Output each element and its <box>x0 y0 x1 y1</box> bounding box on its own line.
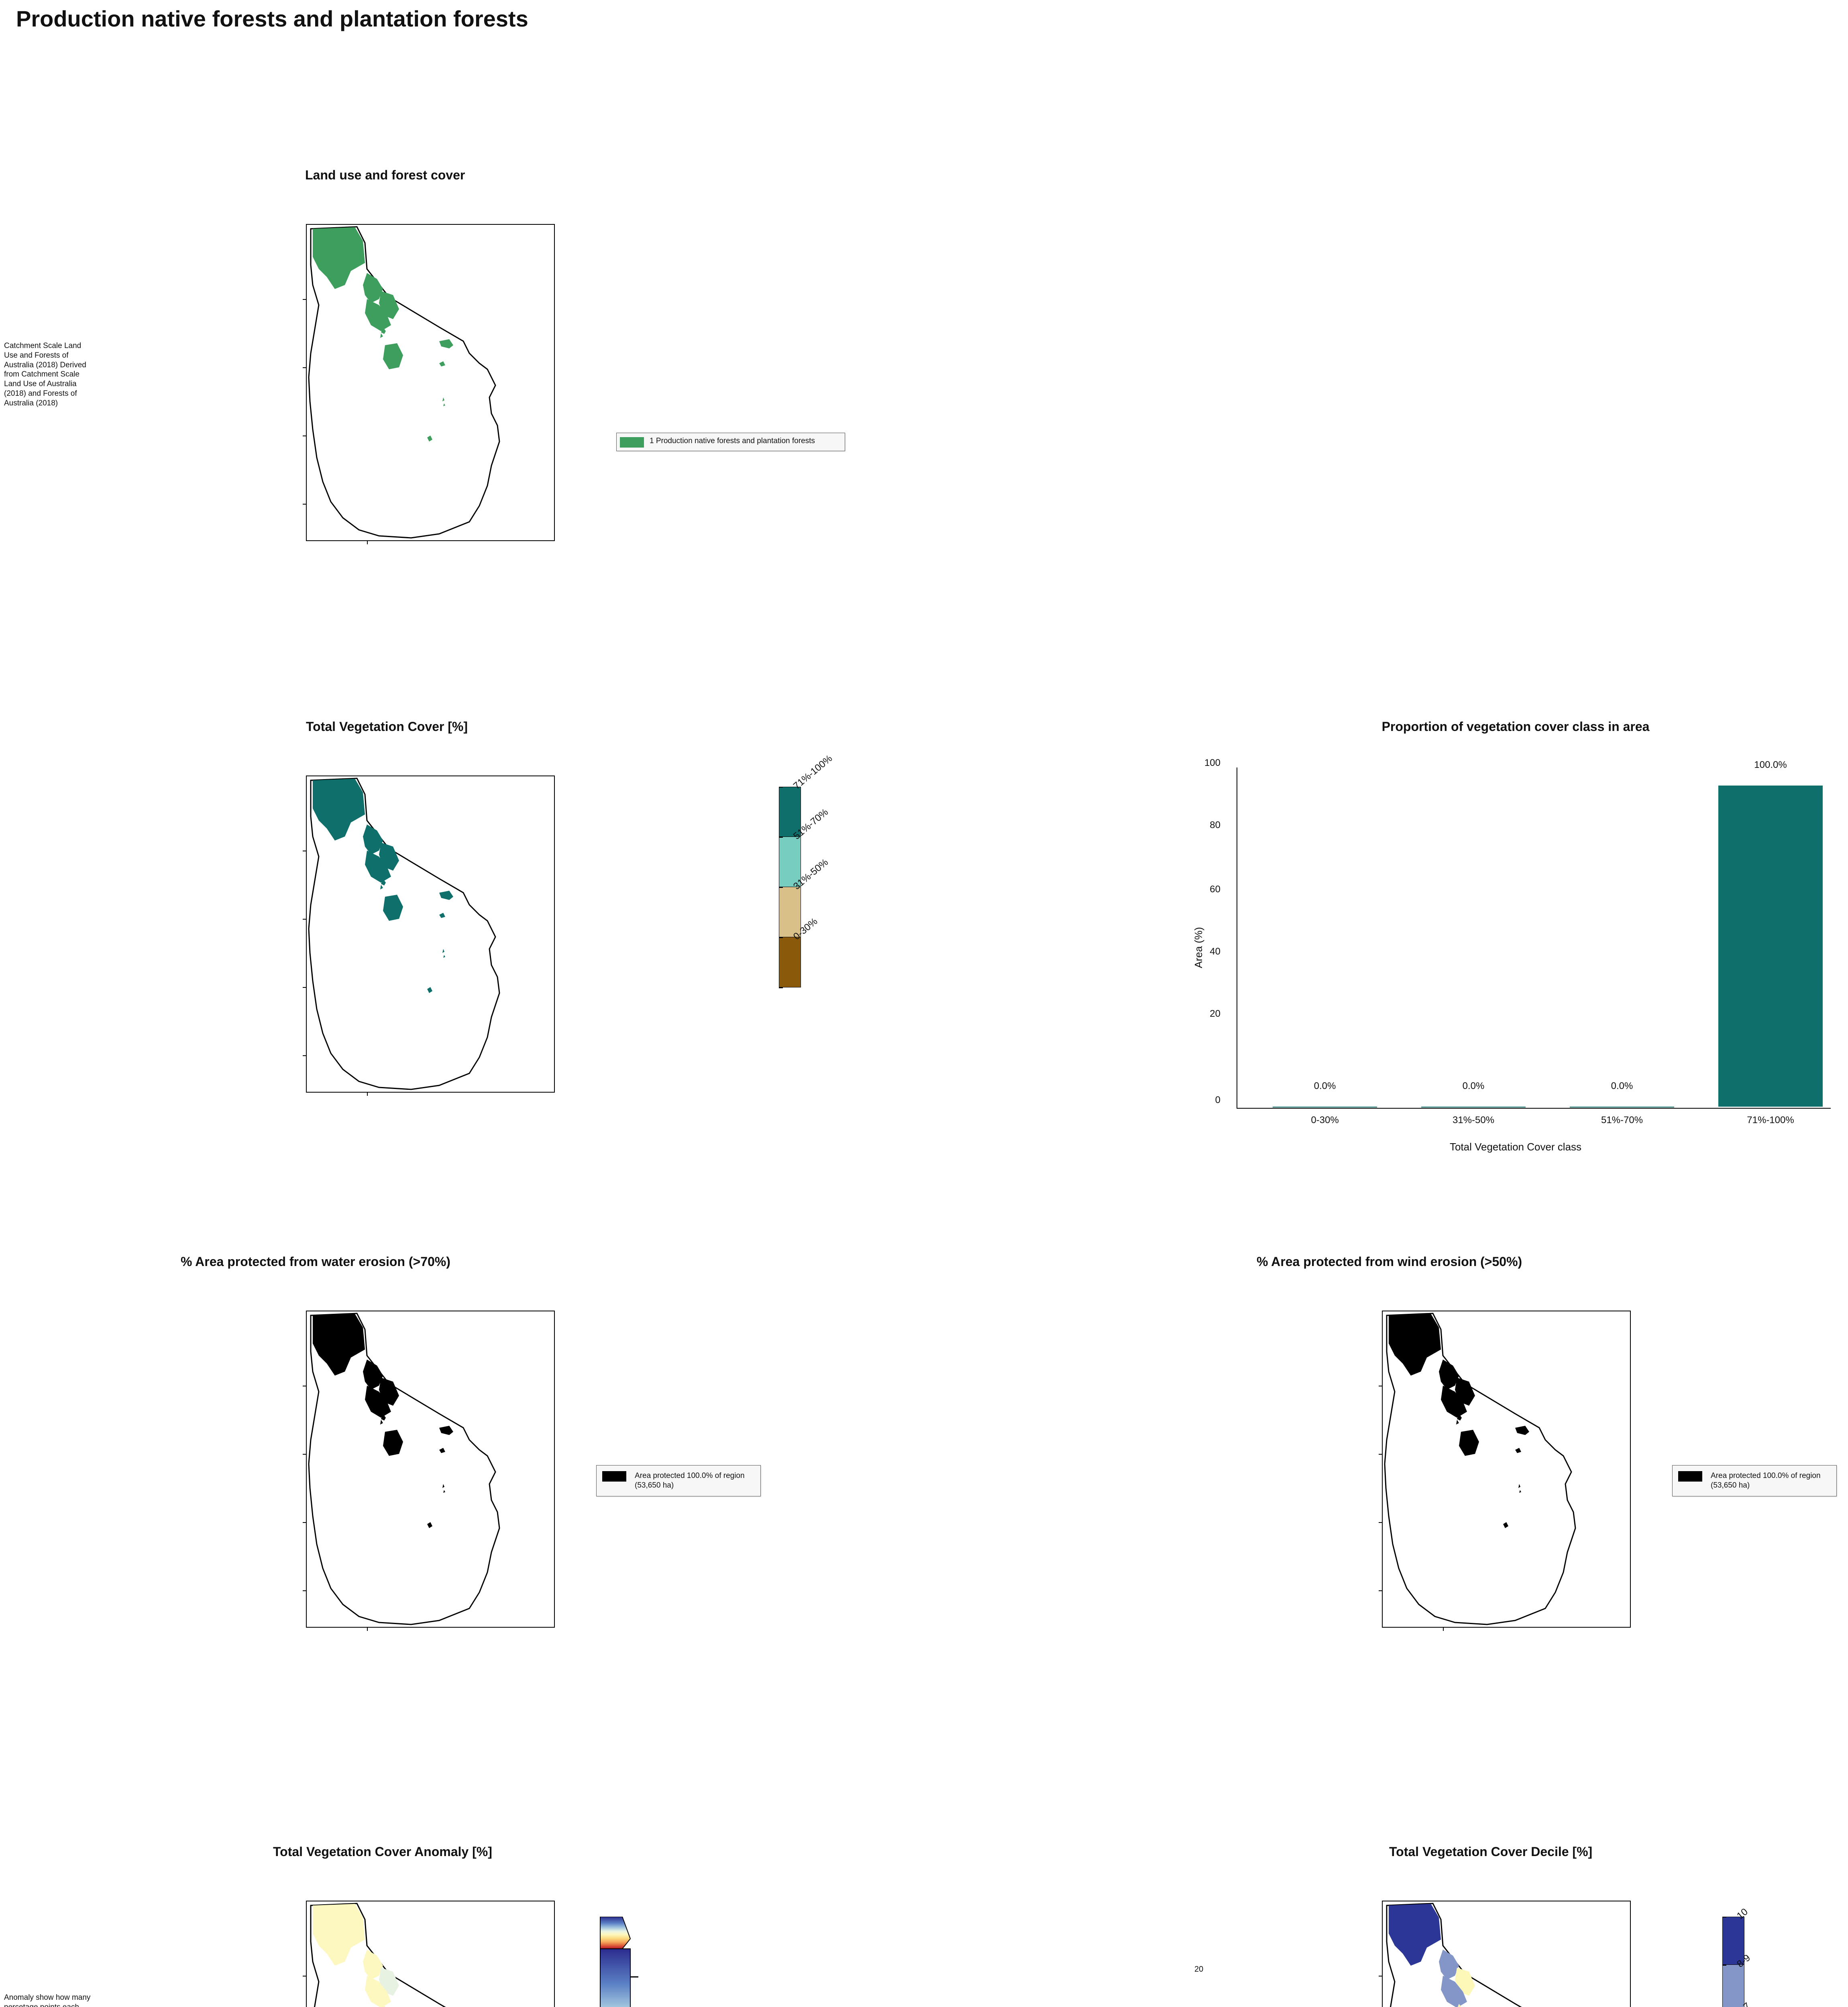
map-tick <box>303 504 307 505</box>
map-tick <box>1379 1454 1383 1455</box>
map-tick <box>367 1092 368 1096</box>
bar-0-30-label: 0.0% <box>1261 1081 1389 1092</box>
ytick-0: 0 <box>1192 1095 1220 1106</box>
land-use-title: Land use and forest cover <box>305 168 465 183</box>
ytick-60: 60 <box>1192 884 1220 895</box>
veg-anomaly-map[interactable] <box>306 1901 555 2007</box>
proportion-chart-xlabel: Total Vegetation Cover class <box>1184 1141 1847 1153</box>
water-erosion-legend-text: Area protected 100.0% of region (53,650 … <box>635 1472 745 1490</box>
wind-erosion-title: % Area protected from wind erosion (>50%… <box>1257 1254 1848 1269</box>
map-tick <box>1443 1627 1444 1631</box>
bar-71-100-cat: 71%-100% <box>1706 1115 1835 1126</box>
ytick-40: 40 <box>1192 946 1220 957</box>
proportion-chart-title: Proportion of vegetation cover class in … <box>1184 719 1847 734</box>
land-use-legend-swatch <box>620 437 644 448</box>
veg-cover-colorbar[interactable]: 71%-100% 51%-70% 31%-50% 0-30% <box>779 787 801 987</box>
map-tick <box>303 1590 307 1591</box>
veg-decile-map[interactable] <box>1382 1901 1631 2007</box>
map-tick <box>367 540 368 544</box>
water-erosion-map[interactable] <box>306 1311 555 1628</box>
veg-cover-title: Total Vegetation Cover [%] <box>306 719 468 734</box>
bar-71-100-label: 100.0% <box>1706 759 1835 771</box>
ytick-100: 100 <box>1192 757 1220 769</box>
page-title: Production native forests and plantation… <box>16 6 528 32</box>
map-tick <box>303 987 307 988</box>
veg-decile-colorbar[interactable]: 10 8-9 4-7 2-3 1 <box>1722 1917 1744 2007</box>
bar-31-50-label: 0.0% <box>1409 1081 1538 1092</box>
land-use-legend[interactable]: 1 Production native forests and plantati… <box>616 433 845 451</box>
veg-anomaly-colorbar[interactable]: 20 10 0 <box>592 1917 640 2007</box>
ytick-80: 80 <box>1192 820 1220 831</box>
bar-0-30-cat: 0-30% <box>1261 1115 1389 1126</box>
land-use-legend-label: 1 Production native forests and plantati… <box>650 436 815 446</box>
map-tick <box>303 1522 307 1523</box>
land-use-map[interactable] <box>306 224 555 541</box>
veg-cover-legend-label-0: 71%-100% <box>791 753 835 792</box>
bar-51-70-cat: 51%-70% <box>1558 1115 1686 1126</box>
water-erosion-title: % Area protected from water erosion (>70… <box>181 1254 783 1269</box>
map-tick <box>1379 1522 1383 1523</box>
veg-anomaly-caption: Anomaly show how many percetage points e… <box>4 1993 96 2007</box>
anomaly-tick-20: 20 <box>1194 1965 1203 1974</box>
map-tick <box>303 367 307 368</box>
map-tick <box>303 1454 307 1455</box>
ytick-20: 20 <box>1192 1008 1220 1020</box>
bar-51-70-label: 0.0% <box>1558 1081 1686 1092</box>
map-tick <box>367 1627 368 1631</box>
wind-erosion-map[interactable] <box>1382 1311 1631 1628</box>
veg-anomaly-title: Total Vegetation Cover Anomaly [%] <box>273 1844 674 1859</box>
veg-decile-title: Total Vegetation Cover Decile [%] <box>1389 1844 1791 1859</box>
water-erosion-legend[interactable]: Area protected 100.0% of region (53,650 … <box>596 1465 761 1496</box>
land-use-caption: Catchment Scale Land Use and Forests of … <box>4 341 96 408</box>
map-tick <box>303 299 307 300</box>
wind-erosion-legend[interactable]: Area protected 100.0% of region (53,650 … <box>1672 1465 1837 1496</box>
proportion-chart[interactable]: Proportion of vegetation cover class in … <box>1184 719 1847 1161</box>
bar-71-100[interactable] <box>1718 786 1823 1107</box>
wind-erosion-legend-text: Area protected 100.0% of region (53,650 … <box>1711 1472 1821 1490</box>
bar-31-50-cat: 31%-50% <box>1409 1115 1538 1126</box>
map-tick <box>303 1055 307 1056</box>
veg-cover-map[interactable] <box>306 776 555 1093</box>
map-tick <box>303 919 307 920</box>
map-tick <box>1379 1590 1383 1591</box>
